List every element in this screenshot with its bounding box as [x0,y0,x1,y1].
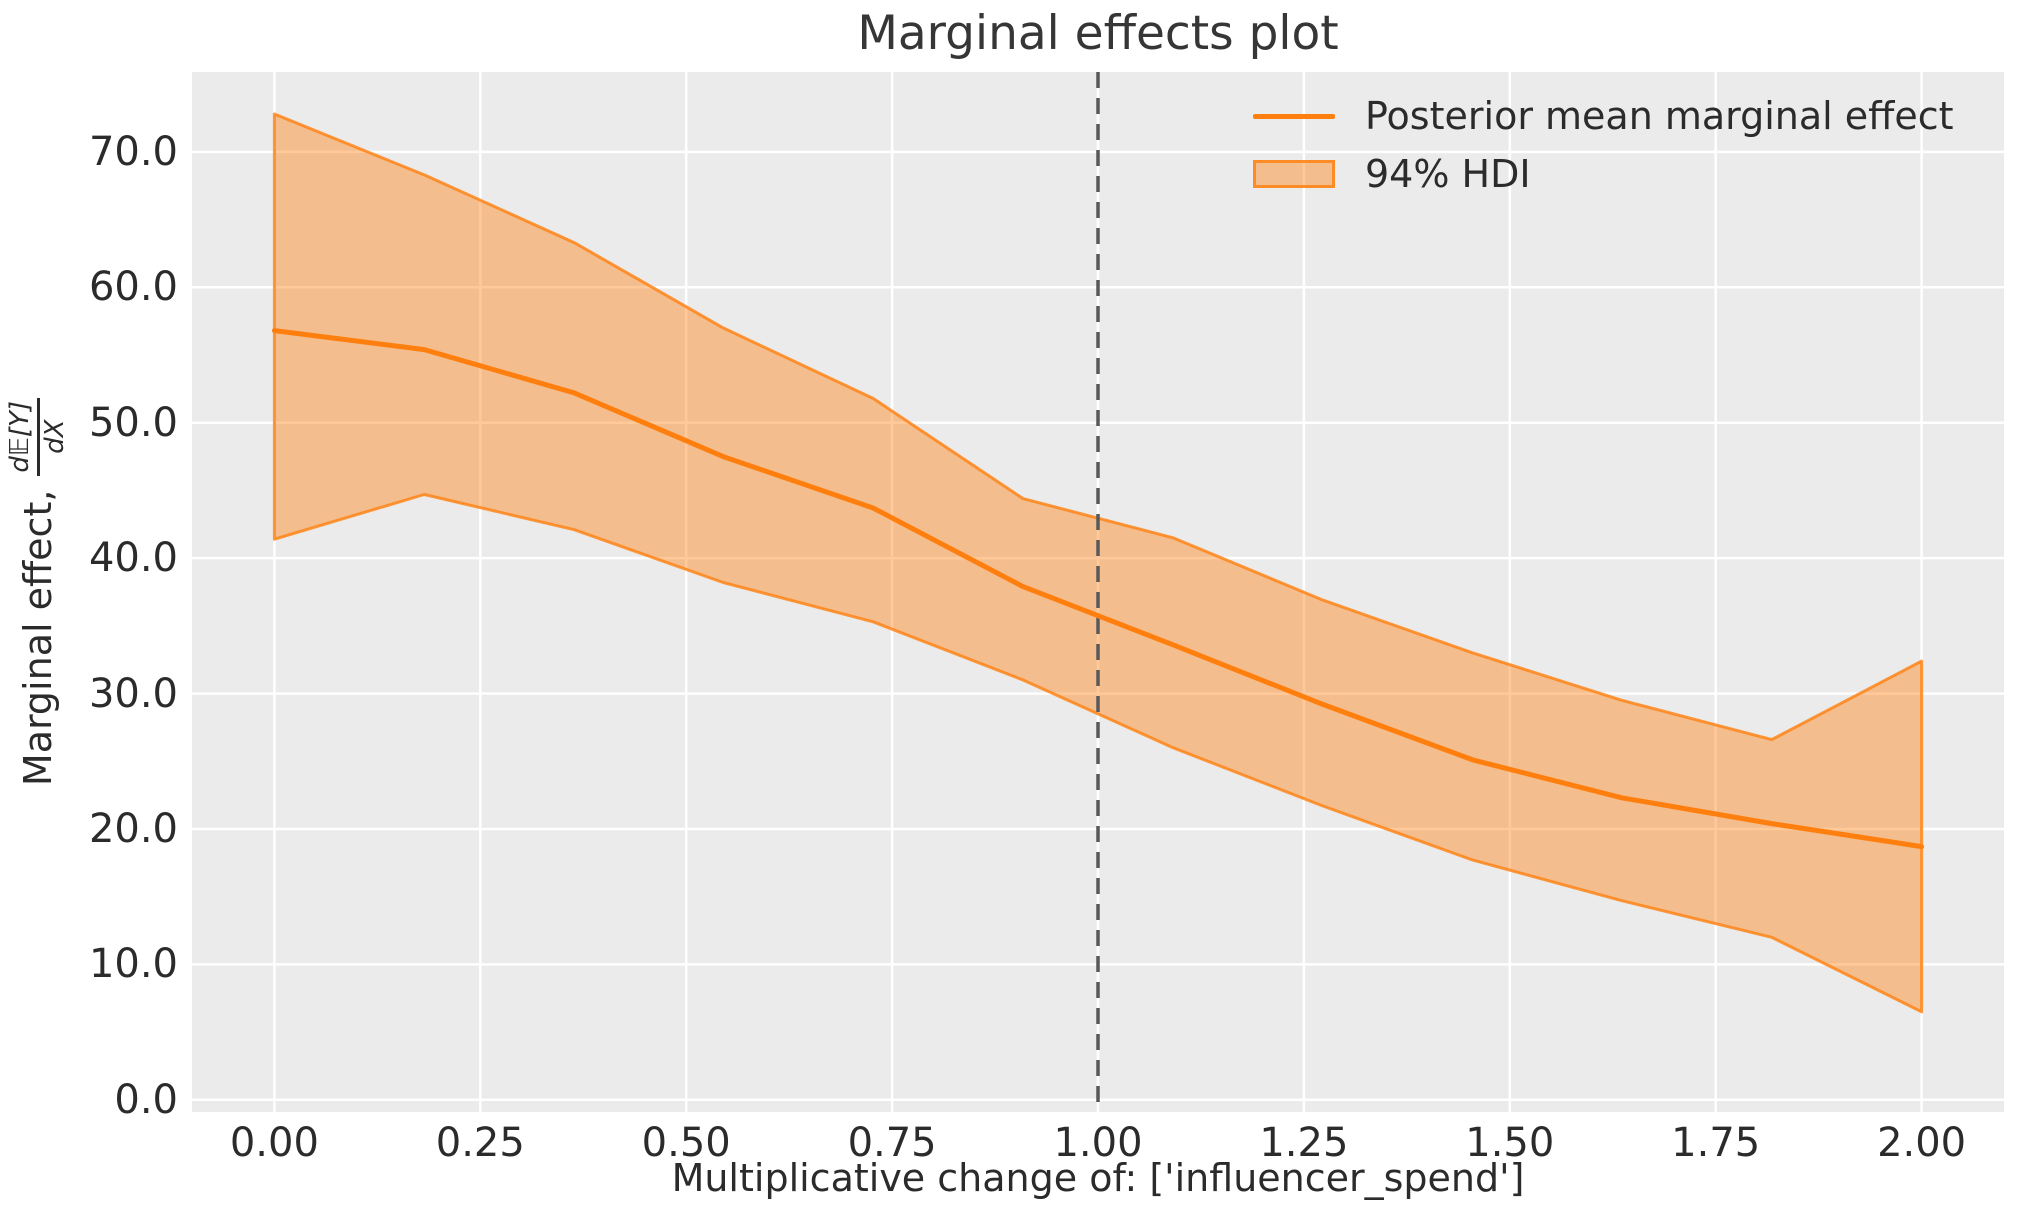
x-tick-label: 2.00 [1877,1120,1967,1166]
legend-line-sample [1253,113,1335,119]
y-tick-label: 0.0 [114,1076,178,1123]
legend-label-mean: Posterior mean marginal effect [1365,94,1954,138]
y-tick-label: 70.0 [88,128,178,175]
x-tick-label: 1.00 [1053,1120,1143,1166]
x-tick-label: 1.25 [1259,1120,1349,1166]
y-tick-label: 50.0 [88,399,178,446]
x-axis-label: Multiplicative change of: ['influencer_s… [671,1156,1525,1200]
x-tick-label: 1.75 [1671,1120,1761,1166]
x-tick-label: 0.50 [641,1120,731,1166]
legend-label-hdi: 94% HDI [1365,152,1531,196]
y-axis-label-text: Marginal effect, [16,489,60,787]
legend: Posterior mean marginal effect 94% HDI [1253,92,1954,198]
x-tick-label: 0.25 [435,1120,525,1166]
x-tick-label: 0.75 [847,1120,937,1166]
chart-title: Marginal effects plot [857,6,1339,61]
legend-patch-sample [1253,160,1335,188]
y-tick-label: 20.0 [88,806,178,852]
y-tick-label: 60.0 [88,264,178,311]
legend-entry-hdi: 94% HDI [1253,150,1954,198]
x-tick-label: 1.50 [1465,1120,1555,1166]
legend-entry-mean: Posterior mean marginal effect [1253,92,1954,140]
x-tick-label: 0.00 [229,1120,319,1166]
y-tick-label: 40.0 [88,535,178,582]
y-tick-label: 30.0 [88,670,178,717]
y-tick-label: 10.0 [88,941,178,988]
